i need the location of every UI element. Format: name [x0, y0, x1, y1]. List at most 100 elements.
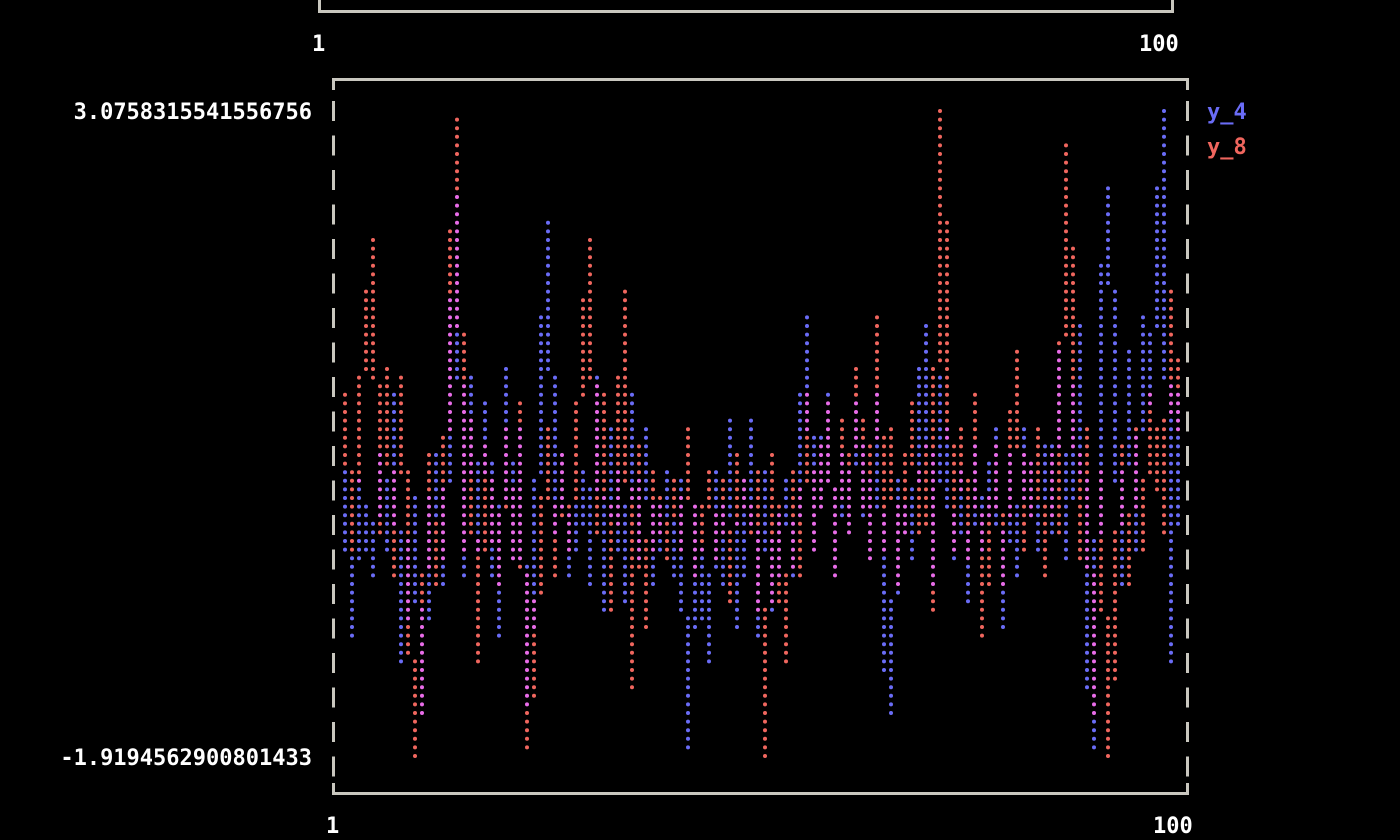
y_8-dot	[1015, 435, 1019, 440]
y_4-dot	[1169, 521, 1173, 526]
overlap-dot	[819, 453, 823, 457]
y_8-dot	[399, 392, 403, 397]
y_8-dot	[665, 521, 669, 526]
overlap-dot	[812, 547, 816, 552]
y_8-dot	[1155, 453, 1159, 457]
y_4-dot	[385, 513, 389, 518]
y_8-dot	[903, 470, 907, 475]
y_4-dot	[805, 324, 809, 328]
y_4-dot	[1001, 590, 1005, 595]
y_8-dot	[1141, 547, 1145, 552]
y_4-dot	[413, 496, 417, 500]
y_4-dot	[1169, 659, 1173, 664]
overlap-dot	[448, 358, 452, 363]
y_4-dot	[427, 573, 431, 578]
y_4-dot	[1127, 427, 1131, 432]
y_8-dot	[539, 547, 543, 552]
y_4-dot	[399, 607, 403, 612]
overlap-dot	[525, 685, 529, 690]
y_4-dot	[1176, 444, 1180, 449]
y_4-dot	[1099, 367, 1103, 371]
y_4-dot	[609, 487, 613, 492]
y_4-dot	[385, 521, 389, 526]
overlap-dot	[1120, 521, 1124, 526]
y_8-dot	[609, 539, 613, 543]
y_4-dot	[651, 556, 655, 561]
y_8-dot	[1099, 573, 1103, 578]
y_4-dot	[875, 470, 879, 475]
overlap-dot	[462, 392, 466, 397]
y_4-dot	[553, 453, 557, 457]
y_4-dot	[476, 478, 480, 483]
y_4-dot	[413, 547, 417, 552]
y_8-dot	[623, 410, 627, 414]
y_8-dot	[938, 358, 942, 363]
y_4-dot	[532, 487, 536, 492]
overlap-dot	[518, 461, 522, 466]
y_8-dot	[623, 478, 627, 483]
overlap-dot	[833, 504, 837, 509]
y_4-dot	[623, 599, 627, 604]
y_8-dot	[581, 384, 585, 389]
overlap-dot	[651, 513, 655, 518]
overlap-dot	[1008, 496, 1012, 500]
y_8-dot	[707, 478, 711, 483]
overlap-dot	[406, 607, 410, 612]
y_4-dot	[728, 444, 732, 449]
overlap-dot	[1092, 616, 1096, 621]
overlap-dot	[455, 272, 459, 277]
overlap-dot	[406, 590, 410, 595]
y_4-dot	[644, 453, 648, 457]
y_4-dot	[532, 582, 536, 586]
y_4-dot	[1169, 547, 1173, 552]
y_4-dot	[749, 496, 753, 500]
y_8-dot	[644, 590, 648, 595]
y_4-dot	[588, 487, 592, 492]
y_8-dot	[616, 384, 620, 389]
y_8-dot	[1169, 306, 1173, 311]
y_4-dot	[735, 556, 739, 561]
y_4-dot	[427, 582, 431, 586]
overlap-dot	[1134, 470, 1138, 475]
overlap-dot	[861, 470, 865, 475]
overlap-dot	[826, 444, 830, 449]
overlap-dot	[392, 487, 396, 492]
y_4-dot	[686, 702, 690, 707]
y_8-dot	[350, 496, 354, 500]
y_8-dot	[945, 324, 949, 328]
y_8-dot	[1078, 530, 1082, 535]
overlap-dot	[861, 444, 865, 449]
y_4-dot	[686, 719, 690, 724]
y_4-dot	[413, 573, 417, 578]
y_8-dot	[357, 444, 361, 449]
overlap-dot	[448, 410, 452, 414]
y_8-dot	[1064, 298, 1068, 303]
y_4-dot	[889, 685, 893, 690]
y_8-dot	[602, 461, 606, 466]
y_8-dot	[371, 255, 375, 260]
y_8-dot	[602, 427, 606, 432]
y_8-dot	[518, 418, 522, 423]
y_4-dot	[875, 453, 879, 457]
overlap-dot	[595, 410, 599, 414]
y_8-dot	[1085, 453, 1089, 457]
y_8-dot	[1099, 564, 1103, 569]
y_8-dot	[574, 444, 578, 449]
y_8-dot	[630, 685, 634, 690]
overlap-dot	[420, 650, 424, 655]
y_8-dot	[1071, 349, 1075, 354]
y_8-dot	[546, 478, 550, 483]
y_4-dot	[546, 272, 550, 277]
overlap-dot	[945, 435, 949, 440]
y_8-dot	[1078, 478, 1082, 483]
overlap-dot	[455, 229, 459, 234]
overlap-dot	[812, 513, 816, 518]
y_8-dot	[945, 298, 949, 303]
y_4-dot	[938, 461, 942, 466]
overlap-dot	[812, 478, 816, 483]
y_4-dot	[882, 633, 886, 638]
y_4-dot	[1141, 341, 1145, 346]
y_8-dot	[581, 375, 585, 380]
y_8-dot	[588, 367, 592, 371]
overlap-dot	[420, 676, 424, 681]
